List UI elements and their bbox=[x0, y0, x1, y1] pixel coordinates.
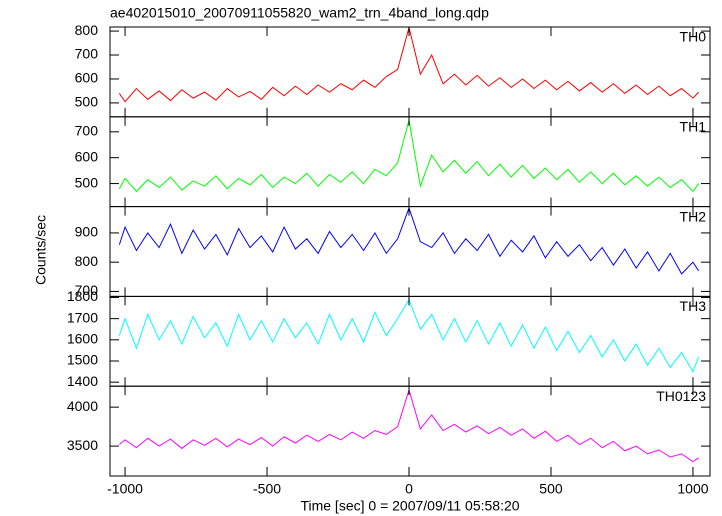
y-tick-label: 900 bbox=[75, 224, 99, 240]
x-tick-label: 500 bbox=[539, 481, 563, 497]
y-tick-label: 800 bbox=[75, 22, 99, 38]
y-tick-label: 1700 bbox=[67, 309, 98, 325]
x-tick-label: 0 bbox=[405, 481, 413, 497]
y-tick-label: 500 bbox=[75, 94, 99, 110]
y-tick-label: 700 bbox=[75, 46, 99, 62]
y-tick-label: 3500 bbox=[67, 437, 98, 453]
y-tick-label: 1800 bbox=[67, 288, 98, 304]
y-tick-label: 1400 bbox=[67, 373, 98, 389]
x-axis-label: Time [sec] 0 = 2007/09/11 05:58:20 bbox=[300, 498, 519, 514]
panel-frame bbox=[109, 206, 711, 297]
chart-title: ae402015010_20070911055820_wam2_trn_4ban… bbox=[110, 5, 489, 21]
y-tick-label: 600 bbox=[75, 148, 99, 164]
y-tick-label: 1600 bbox=[67, 331, 98, 347]
y-tick-label: 600 bbox=[75, 70, 99, 86]
y-tick-label: 1500 bbox=[67, 352, 98, 368]
panel-label: TH0123 bbox=[656, 388, 706, 404]
panel-frame bbox=[109, 26, 711, 118]
panel-label: TH3 bbox=[680, 298, 707, 314]
series-line bbox=[118, 27, 700, 103]
panel-frame bbox=[109, 295, 711, 387]
panel-frame bbox=[109, 385, 711, 477]
y-axis-label: Counts/sec bbox=[33, 215, 49, 285]
series-line bbox=[118, 298, 700, 373]
x-tick-label: -1000 bbox=[107, 481, 143, 497]
series-line bbox=[118, 206, 700, 275]
panel-label: TH0 bbox=[680, 29, 707, 45]
y-tick-label: 700 bbox=[75, 282, 99, 298]
x-tick-label: 1000 bbox=[677, 481, 708, 497]
y-tick-label: 4000 bbox=[67, 398, 98, 414]
panel-label: TH2 bbox=[680, 208, 707, 224]
y-tick-label: 700 bbox=[75, 123, 99, 139]
panel-frame bbox=[109, 116, 711, 208]
y-tick-label: 800 bbox=[75, 253, 99, 269]
y-tick-label: 500 bbox=[75, 174, 99, 190]
series-line bbox=[119, 388, 699, 463]
series-line bbox=[118, 120, 700, 193]
panel-label: TH1 bbox=[680, 119, 707, 135]
x-tick-label: -500 bbox=[253, 481, 281, 497]
